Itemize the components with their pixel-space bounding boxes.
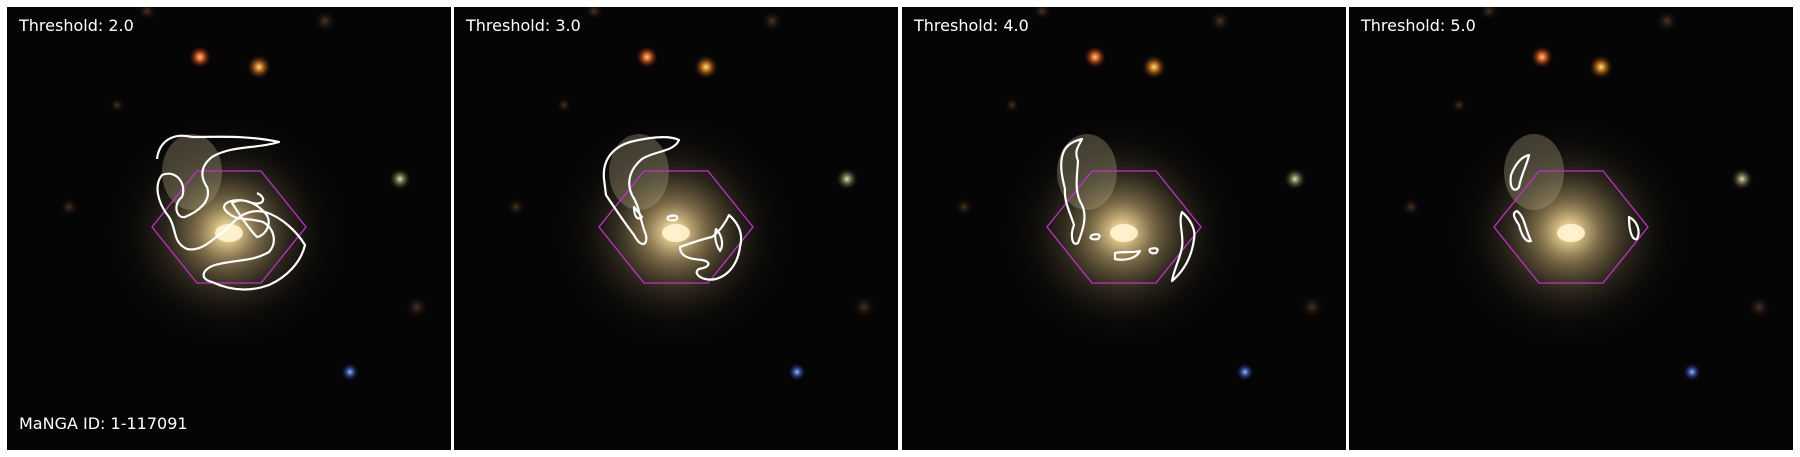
galaxy-panel-threshold-3: Threshold: 3.0 bbox=[454, 7, 898, 450]
contour-outline bbox=[1509, 153, 1640, 243]
galaxy-image bbox=[1349, 7, 1793, 450]
contour-outline bbox=[602, 135, 743, 281]
galaxy-panel-threshold-2: Threshold: 2.0 MaNGA ID: 1-117091 bbox=[7, 7, 451, 450]
contour-outline bbox=[1060, 137, 1196, 283]
threshold-label: Threshold: 3.0 bbox=[466, 16, 581, 35]
galaxy-image bbox=[902, 7, 1346, 450]
threshold-label: Threshold: 4.0 bbox=[914, 16, 1029, 35]
threshold-label: Threshold: 5.0 bbox=[1361, 16, 1476, 35]
threshold-label: Threshold: 2.0 bbox=[19, 16, 134, 35]
galaxy-image bbox=[7, 7, 451, 450]
contour-outline bbox=[155, 134, 307, 291]
galaxy-image bbox=[454, 7, 898, 450]
manga-id-label: MaNGA ID: 1-117091 bbox=[19, 414, 188, 433]
galaxy-panel-threshold-4: Threshold: 4.0 bbox=[902, 7, 1346, 450]
galaxy-panel-threshold-5: Threshold: 5.0 bbox=[1349, 7, 1793, 450]
